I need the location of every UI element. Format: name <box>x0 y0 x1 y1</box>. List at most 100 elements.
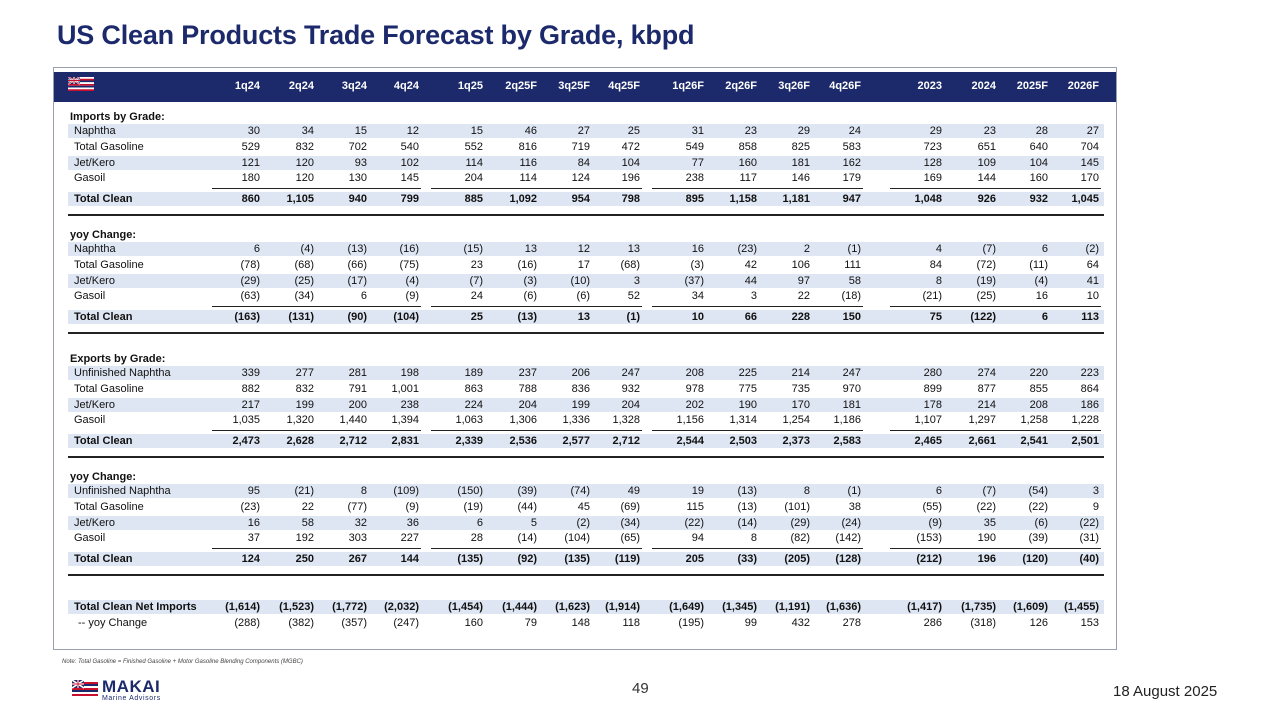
table-cell: 899 <box>923 382 942 395</box>
group-underline <box>890 430 1101 432</box>
row-label: Gasoil <box>74 290 106 303</box>
table-row: Gasoil 1,035 1,320 1,440 1,394 1,063 1,306 1,33… <box>68 413 1104 427</box>
table-cell: 1,320 <box>286 414 314 427</box>
table-cell: 150 <box>842 311 861 323</box>
table-cell: (7) <box>982 485 996 497</box>
table-cell: 529 <box>241 140 260 153</box>
table-cell: 16 <box>691 243 704 255</box>
table-cell: 190 <box>977 532 996 545</box>
table-cell: 181 <box>791 156 810 169</box>
table-cell: 6 <box>1041 243 1048 255</box>
table-cell: 45 <box>577 500 590 513</box>
table-cell: (19) <box>463 500 483 513</box>
table-cell: 832 <box>295 140 314 153</box>
table-cell: 205 <box>685 553 704 565</box>
table-cell: 114 <box>465 156 483 169</box>
table-cell: 278 <box>842 617 861 629</box>
table-cell: (2) <box>1085 243 1099 255</box>
section-divider <box>68 214 1104 216</box>
table-cell: (22) <box>976 500 996 513</box>
table-cell: 121 <box>241 156 260 169</box>
table-cell: 12 <box>577 243 590 255</box>
group-underline <box>890 188 1101 190</box>
table-cell: 932 <box>621 382 640 395</box>
table-cell: 126 <box>1029 617 1048 629</box>
table-cell: 13 <box>577 311 590 323</box>
table-cell: 27 <box>1086 125 1099 137</box>
table-cell: 162 <box>842 156 861 169</box>
table-cell: 117 <box>739 172 757 185</box>
group-underline <box>652 306 863 308</box>
column-header: 3q24 <box>341 80 367 92</box>
table-cell: (4) <box>300 243 314 255</box>
table-cell: 114 <box>519 172 537 185</box>
table-cell: (120) <box>1022 553 1048 565</box>
table-cell: (7) <box>469 274 483 287</box>
table-cell: (1) <box>847 485 861 497</box>
table-cell: 204 <box>518 398 537 411</box>
table-cell: 2,661 <box>968 435 996 447</box>
table-cell: 84 <box>577 156 590 169</box>
table-cell: 148 <box>571 617 590 629</box>
table-cell: 204 <box>464 172 483 185</box>
table-cell: 23 <box>744 125 757 137</box>
table-cell: 46 <box>524 125 537 137</box>
column-header: 2q24 <box>288 80 314 92</box>
table-cell: (54) <box>1028 485 1048 497</box>
group-underline <box>212 306 421 308</box>
table-cell: 75 <box>929 311 942 323</box>
table-cell: 238 <box>685 172 704 185</box>
table-cell: 36 <box>406 516 419 529</box>
table-cell: 169 <box>923 172 942 185</box>
table-cell: 247 <box>842 367 861 379</box>
table-cell: (101) <box>784 500 810 513</box>
section-heading: yoy Change: <box>70 229 137 241</box>
table-cell: 49 <box>627 485 640 497</box>
table-cell: (74) <box>570 485 590 497</box>
table-cell: 339 <box>241 367 260 379</box>
table-cell: 1,336 <box>562 414 590 427</box>
table-cell: 735 <box>791 382 810 395</box>
table-cell: 220 <box>1029 367 1048 379</box>
table-cell: 552 <box>464 140 483 153</box>
table-cell: (11) <box>1029 258 1048 271</box>
table-cell: 940 <box>348 193 367 205</box>
table-cell: 10 <box>1086 290 1099 303</box>
table-cell: (382) <box>288 617 314 629</box>
table-cell: (1,345) <box>722 601 757 613</box>
table-cell: 128 <box>923 156 942 169</box>
table-cell: 825 <box>791 140 810 153</box>
total-row: Total Clean 124 250 267 144 (135) (92) (135) (11… <box>68 552 1104 566</box>
table-cell: 15 <box>470 125 483 137</box>
row-label: Total Clean <box>74 193 133 205</box>
table-cell: 5 <box>530 516 537 529</box>
table-cell: 204 <box>621 398 640 411</box>
table-cell: (22) <box>684 516 704 529</box>
table-cell: 23 <box>470 258 483 271</box>
table-cell: (104) <box>393 311 419 323</box>
table-cell: 13 <box>627 243 640 255</box>
table-cell: 6 <box>1041 311 1048 323</box>
table-cell: 1,035 <box>232 414 260 427</box>
row-label: Jet/Kero <box>74 398 115 411</box>
table-cell: 947 <box>842 193 861 205</box>
table-cell: (23) <box>737 243 757 255</box>
table-cell: (23) <box>240 500 260 513</box>
table-cell: (68) <box>620 258 640 271</box>
table-cell: (13) <box>737 500 757 513</box>
table-cell: 2,503 <box>729 435 757 447</box>
table-cell: (247) <box>393 617 419 629</box>
table-row: Unfinished Naphtha 339 277 281 198 189 237 206 2… <box>68 366 1104 380</box>
table-cell: 237 <box>518 367 537 379</box>
table-cell: 250 <box>295 553 314 565</box>
logo-name: MAKAI <box>102 677 161 696</box>
column-header: 2025F <box>1016 80 1048 92</box>
table-row: Jet/Kero 16 58 32 36 6 5 (2) (34) (22) (14) (29) (24… <box>68 515 1104 530</box>
table-cell: 238 <box>400 398 419 411</box>
table-cell: (1) <box>626 311 640 323</box>
page-number: 49 <box>632 680 649 697</box>
section-divider <box>68 332 1104 334</box>
table-cell: (68) <box>294 258 314 271</box>
table-cell: (1,772) <box>332 601 367 613</box>
table-cell: 2 <box>803 243 810 255</box>
